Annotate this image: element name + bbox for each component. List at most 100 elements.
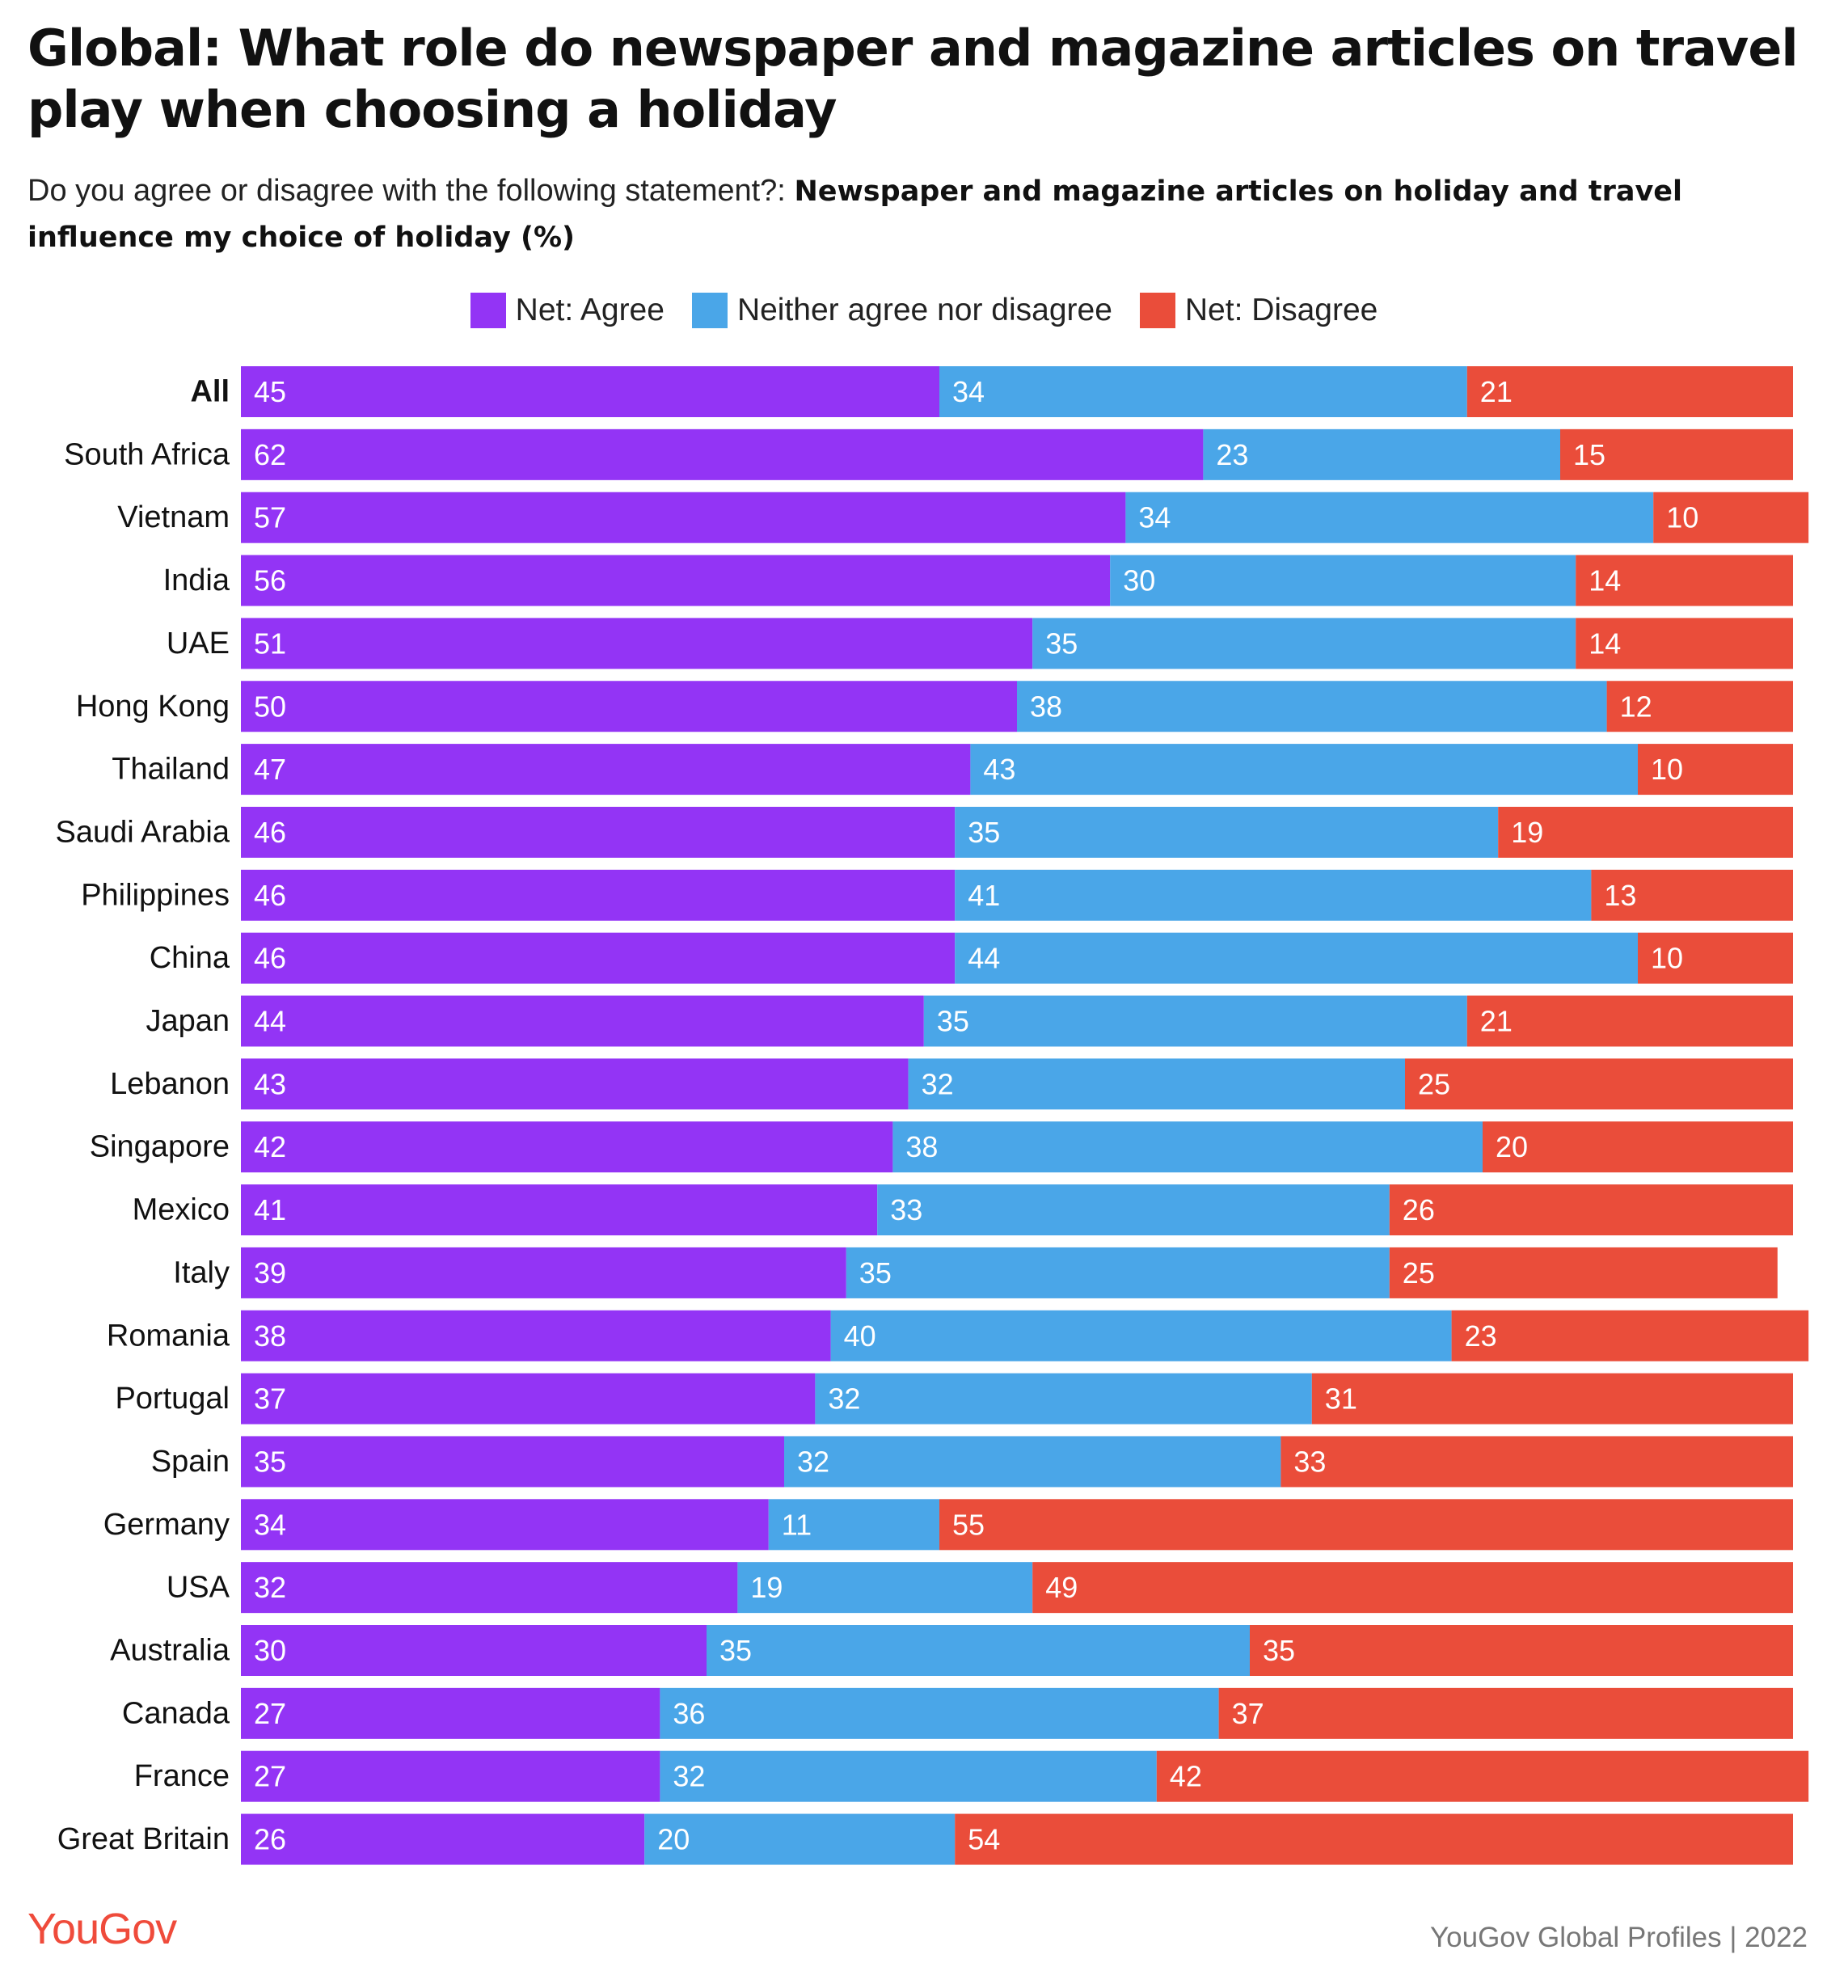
bar-south-africa-net-agree [241,428,1204,480]
bar-canada-net-agree [241,1687,660,1739]
value-label-mexico-net-agree: 41 [254,1193,286,1226]
bar-romania-net-disagree [1451,1310,1809,1361]
value-label-india-net-disagree: 14 [1589,564,1621,597]
value-label-france-neither-agree-nor-disagree: 32 [673,1760,705,1793]
subtitle-question: Do you agree or disagree with the follow… [27,174,786,208]
bar-mexico-neither-agree-nor-disagree [877,1184,1390,1236]
bar-spain-net-agree [241,1436,784,1488]
bar-italy-net-agree [241,1247,846,1298]
category-label-canada: Canada [122,1696,230,1730]
category-label-vietnam: Vietnam [117,500,230,534]
value-label-portugal-net-disagree: 31 [1325,1382,1357,1416]
value-label-germany-net-disagree: 55 [952,1508,985,1541]
bar-china-net-disagree [1638,932,1793,984]
value-label-mexico-neither-agree-nor-disagree: 33 [890,1193,922,1226]
value-label-hong-kong-net-disagree: 12 [1620,690,1652,723]
bar-uae-neither-agree-nor-disagree [1032,618,1576,669]
value-label-australia-net-agree: 30 [254,1634,286,1667]
category-label-japan: Japan [146,1004,230,1038]
category-label-portugal: Portugal [115,1382,230,1416]
value-label-south-africa-net-disagree: 15 [1573,438,1605,471]
value-label-canada-net-agree: 27 [254,1697,286,1730]
bar-south-africa-net-disagree [1560,428,1793,480]
chart-legend: Net: Agree Neither agree nor disagree Ne… [0,293,1848,328]
bar-germany-net-agree [241,1499,769,1551]
value-label-saudi-arabia-neither-agree-nor-disagree: 35 [968,816,1000,849]
bar-china-net-agree [241,932,956,984]
value-label-spain-neither-agree-nor-disagree: 32 [797,1445,829,1478]
legend-item-agree: Net: Agree [470,293,665,328]
bar-japan-neither-agree-nor-disagree [923,995,1467,1047]
value-label-italy-net-disagree: 25 [1403,1256,1435,1289]
stacked-bar-chart: All 45 34 21 South Africa 62 23 15 Vietnam 57 34 10… [56,366,1809,1865]
bar-great-britain-net-agree [241,1813,645,1865]
bar-romania-net-agree [241,1310,831,1361]
bar-japan-net-disagree [1466,995,1793,1047]
value-label-uae-net-agree: 51 [254,627,286,660]
legend-label-agree: Net: Agree [515,293,665,327]
value-label-france-net-disagree: 42 [1170,1760,1202,1793]
value-label-spain-net-disagree: 33 [1293,1445,1326,1478]
value-label-singapore-neither-agree-nor-disagree: 38 [905,1130,938,1163]
bar-france-neither-agree-nor-disagree [660,1750,1157,1802]
subtitle-statement: Newspaper and magazine articles on holid… [27,175,1683,254]
value-label-china-neither-agree-nor-disagree: 44 [968,942,1000,975]
value-label-vietnam-neither-agree-nor-disagree: 34 [1138,501,1171,534]
value-label-germany-net-agree: 34 [254,1508,286,1541]
category-label-south-africa: South Africa [64,437,230,471]
bar-romania-neither-agree-nor-disagree [830,1310,1452,1361]
value-label-saudi-arabia-net-agree: 46 [254,816,286,849]
bar-singapore-net-disagree [1483,1121,1793,1173]
value-label-singapore-net-disagree: 20 [1496,1130,1528,1163]
category-label-germany: Germany [103,1508,230,1542]
value-label-hong-kong-net-agree: 50 [254,690,286,723]
value-label-china-net-disagree: 10 [1651,942,1683,975]
bar-vietnam-neither-agree-nor-disagree [1125,492,1654,543]
bar-vietnam-net-agree [241,492,1126,543]
bar-portugal-neither-agree-nor-disagree [815,1373,1312,1425]
value-label-japan-net-disagree: 21 [1480,1005,1513,1038]
value-label-hong-kong-neither-agree-nor-disagree: 38 [1030,690,1062,723]
bar-usa-neither-agree-nor-disagree [737,1562,1033,1614]
value-label-lebanon-net-agree: 43 [254,1067,286,1100]
category-label-hong-kong: Hong Kong [76,690,230,724]
category-label-spain: Spain [151,1445,230,1479]
legend-swatch-disagree [1139,293,1175,328]
value-label-usa-neither-agree-nor-disagree: 19 [750,1571,783,1604]
value-label-australia-net-disagree: 35 [1263,1634,1295,1667]
value-label-lebanon-neither-agree-nor-disagree: 32 [922,1067,954,1100]
legend-swatch-neither [691,293,728,328]
value-label-great-britain-net-disagree: 54 [968,1823,1000,1856]
bar-usa-net-agree [241,1562,738,1614]
bar-all-net-agree [241,366,939,417]
bar-mexico-net-agree [241,1184,878,1236]
value-label-uae-net-disagree: 14 [1589,627,1621,660]
value-label-india-neither-agree-nor-disagree: 30 [1123,564,1155,597]
bar-usa-net-disagree [1032,1562,1793,1614]
category-label-singapore: Singapore [90,1130,230,1164]
category-label-thailand: Thailand [112,753,230,787]
value-label-philippines-net-disagree: 13 [1604,879,1636,912]
bar-india-neither-agree-nor-disagree [1110,555,1576,606]
bar-hong-kong-net-disagree [1606,681,1793,732]
bar-lebanon-net-disagree [1405,1058,1793,1110]
bar-all-neither-agree-nor-disagree [939,366,1467,417]
bar-spain-net-disagree [1281,1436,1793,1488]
value-label-all-net-disagree: 21 [1480,375,1513,408]
value-label-canada-neither-agree-nor-disagree: 36 [673,1697,705,1730]
bar-japan-net-agree [241,995,924,1047]
legend-label-neither: Neither agree nor disagree [736,293,1112,327]
value-label-great-britain-net-agree: 26 [254,1823,286,1856]
value-label-japan-neither-agree-nor-disagree: 35 [937,1005,969,1038]
category-label-australia: Australia [110,1634,230,1668]
bar-india-net-disagree [1576,555,1793,606]
bar-france-net-agree [241,1750,660,1802]
value-label-romania-net-agree: 38 [254,1319,286,1353]
category-label-france: France [134,1759,230,1793]
bar-saudi-arabia-neither-agree-nor-disagree [955,806,1499,858]
category-label-romania: Romania [107,1319,230,1353]
value-label-thailand-net-agree: 47 [254,753,286,786]
bar-south-africa-neither-agree-nor-disagree [1203,428,1560,480]
bar-canada-neither-agree-nor-disagree [660,1687,1219,1739]
value-label-south-africa-neither-agree-nor-disagree: 23 [1216,438,1248,471]
